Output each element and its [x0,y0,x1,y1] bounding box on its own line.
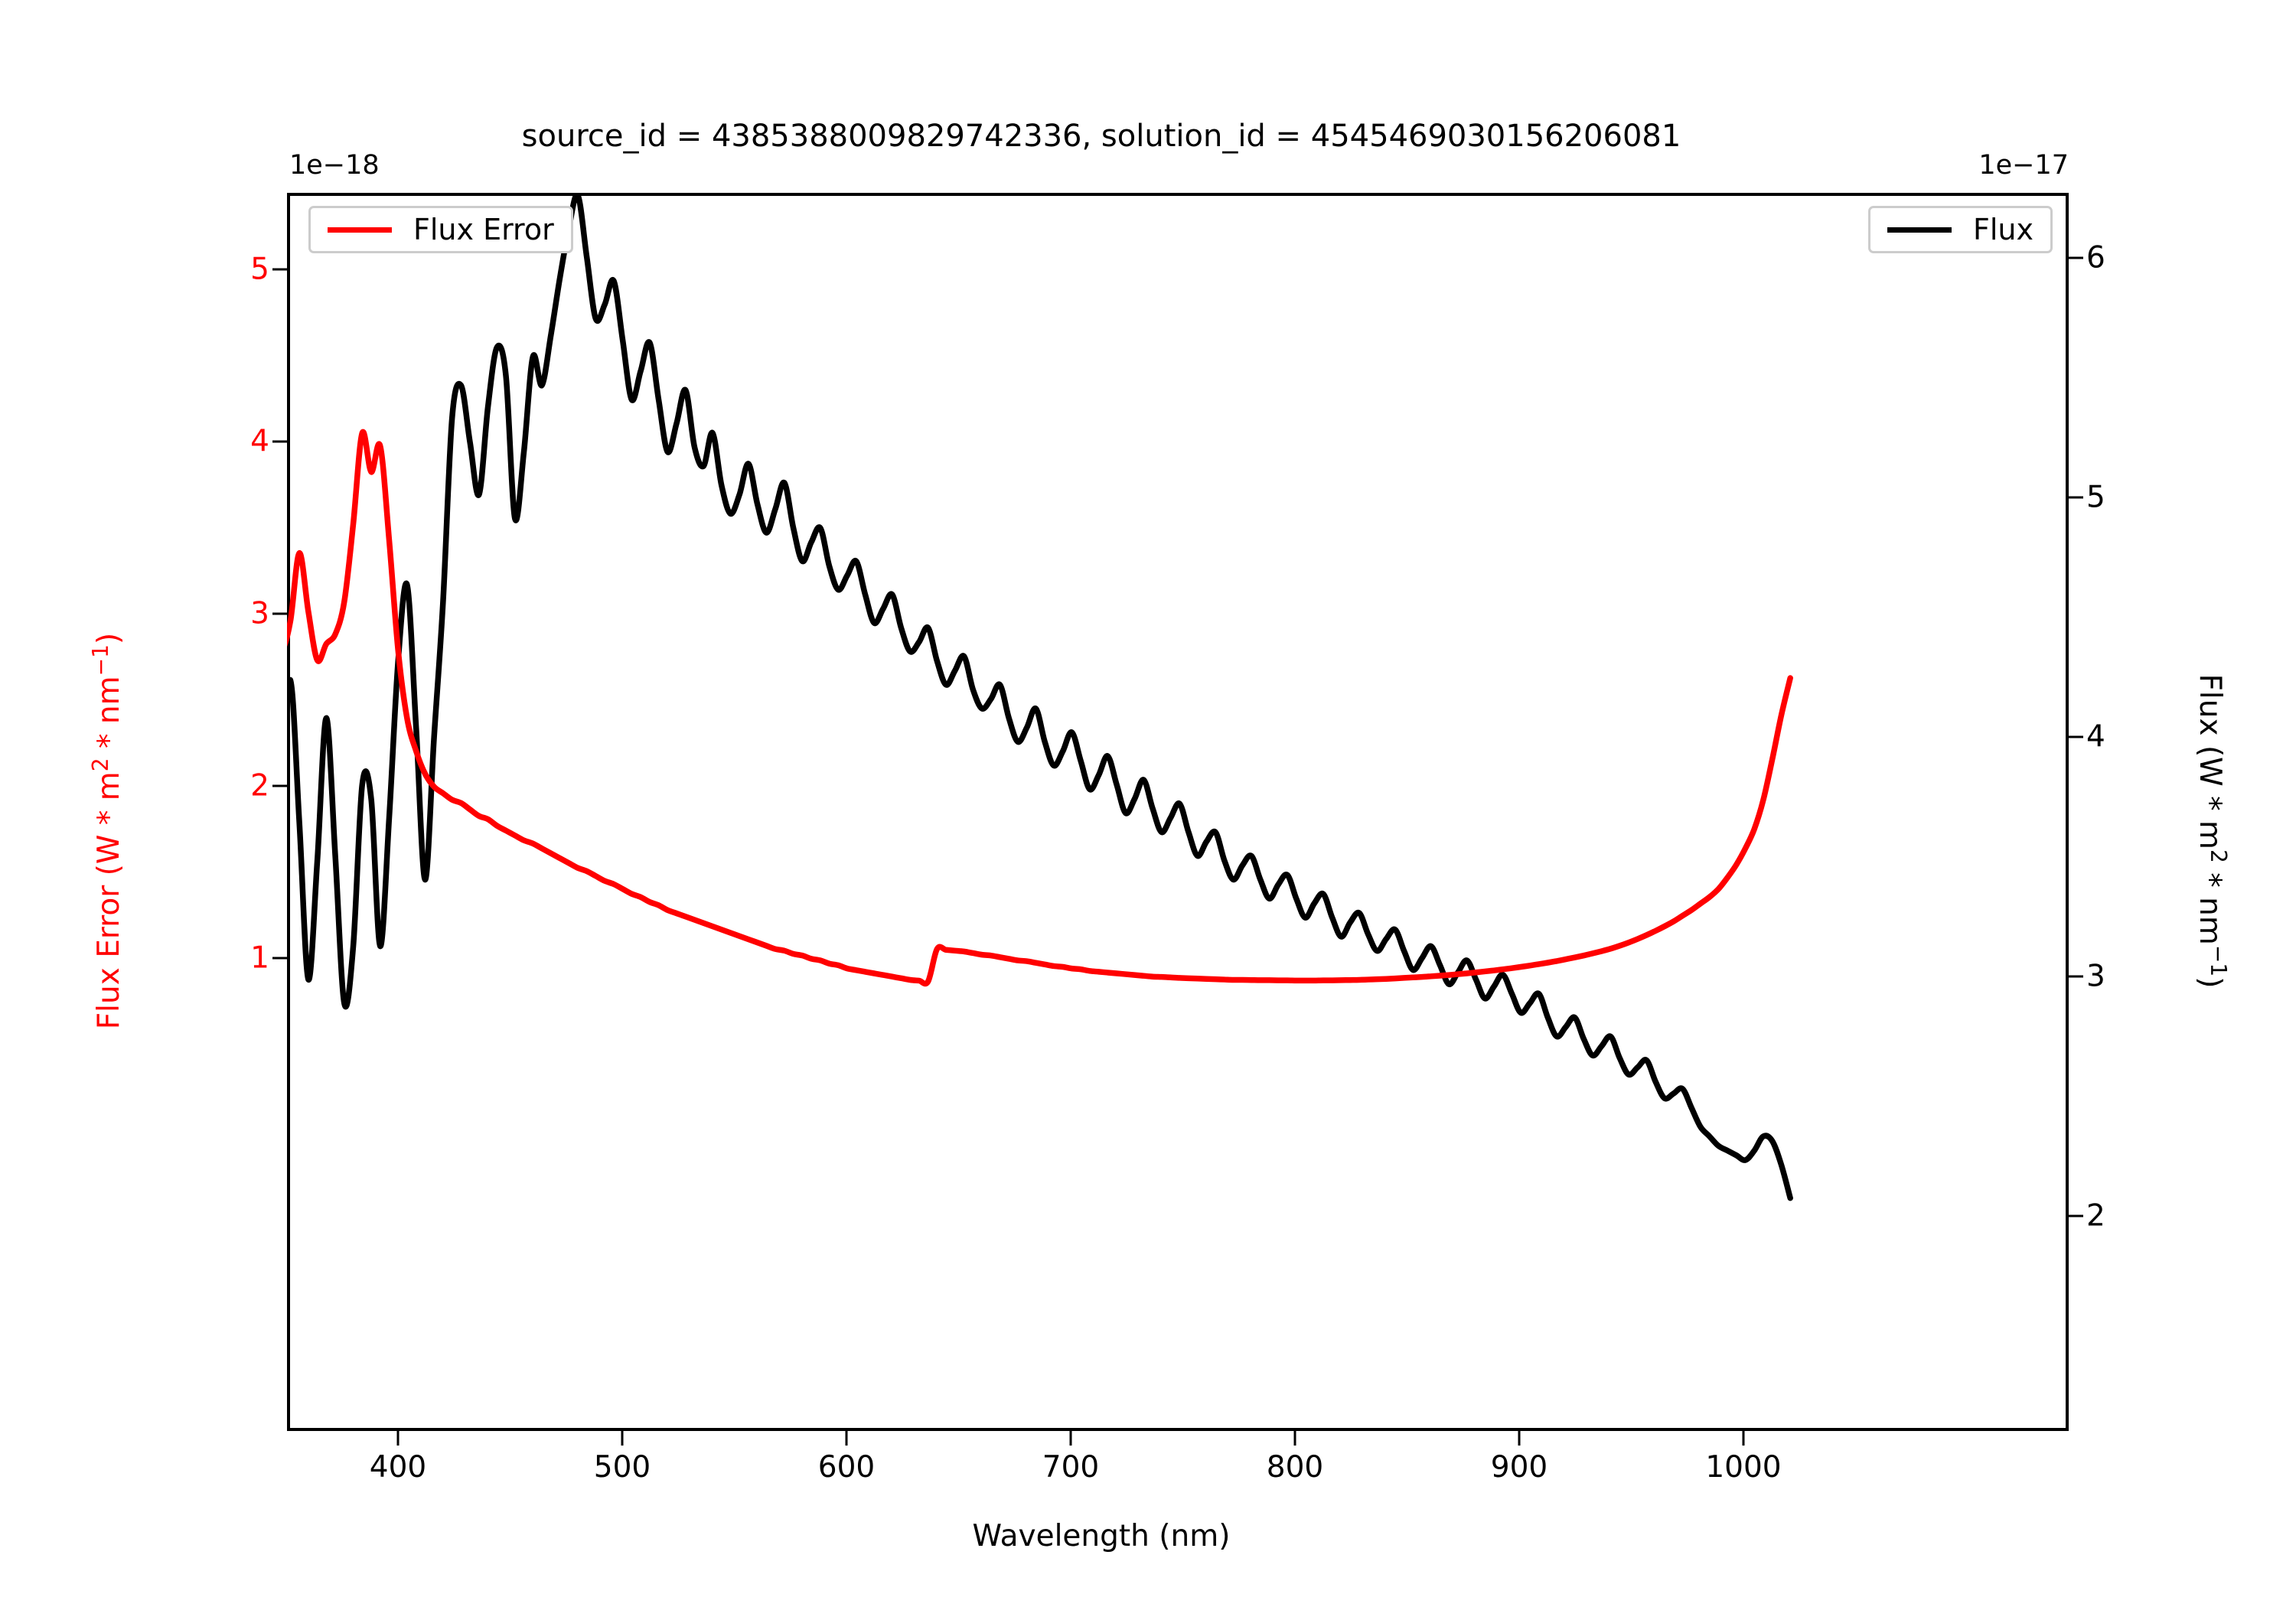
right-axis-offset-text: 1e−17 [1978,150,2069,181]
right-axis-label-prefix: Flux (W * m [2193,673,2227,850]
right-tick-mark [2069,1214,2083,1217]
right-axis-label-sup2: 2 [2206,849,2231,863]
left-tick-mark [272,957,287,960]
x-tick-mark [1293,1431,1296,1446]
right-axis-label-mid: * nm [2193,862,2227,945]
x-axis-label-text: Wavelength (nm) [972,1519,1231,1553]
legend-flux[interactable]: Flux [1868,206,2053,253]
right-axis-label: Flux (W * m2 * nm−1) [2193,295,2231,1367]
legend-flux-error[interactable]: Flux Error [308,206,573,253]
left-tick-mark [272,268,287,271]
right-axis-tick-label: 3 [2086,959,2105,994]
x-tick-mark [1518,1431,1521,1446]
right-axis-label-suffix: ) [2193,976,2227,989]
x-tick-mark [845,1431,848,1446]
left-axis-tick-label: 2 [250,768,269,804]
page-title: source_id = 4385388009829742336, solutio… [0,119,2296,154]
x-axis-tick-label: 400 [369,1450,427,1485]
x-tick-mark [1742,1431,1745,1446]
left-axis-tick-label: 1 [250,940,269,976]
left-axis-tick-label: 3 [250,596,269,631]
x-axis-tick-label: 700 [1042,1450,1100,1485]
left-axis-label-prefix: Flux Error (W * m [92,771,126,1030]
left-axis-label: Flux Error (W * m2 * nm−1) [88,295,126,1367]
left-axis-label-mid: * nm [92,676,126,758]
right-axis-label-supm1: −1 [2206,944,2231,977]
right-tick-mark [2069,256,2083,259]
right-tick-mark [2069,735,2083,738]
left-axis-offset-text: 1e−18 [289,150,380,181]
right-axis-tick-label: 2 [2086,1198,2105,1234]
flux-error-line-icon [328,227,392,233]
left-axis-label-sup2: 2 [88,758,113,772]
plot-axes-frame [287,193,2069,1431]
plot-title-text: source_id = 4385388009829742336, solutio… [521,119,1681,154]
x-axis-label: Wavelength (nm) [0,1519,2296,1553]
x-axis-tick-label: 1000 [1705,1450,1782,1485]
legend-flux-label: Flux [1973,213,2033,246]
right-axis-tick-label: 6 [2086,240,2105,275]
left-tick-mark [272,784,287,787]
legend-flux-error-label: Flux Error [413,213,554,246]
right-axis-tick-label: 5 [2086,480,2105,515]
right-tick-mark [2069,975,2083,978]
left-axis-tick-label: 5 [250,252,269,287]
left-axis-label-supm1: −1 [88,644,113,676]
flux-line-icon [1887,227,1952,233]
right-tick-mark [2069,496,2083,499]
x-axis-tick-label: 800 [1266,1450,1324,1485]
left-tick-mark [272,612,287,615]
left-axis-tick-label: 4 [250,424,269,459]
x-tick-mark [396,1431,400,1446]
x-axis-tick-label: 500 [593,1450,651,1485]
x-axis-tick-label: 900 [1490,1450,1548,1485]
x-axis-tick-label: 600 [817,1450,876,1485]
x-tick-mark [1069,1431,1072,1446]
right-axis-tick-label: 4 [2086,719,2105,755]
left-tick-mark [272,440,287,443]
x-tick-mark [621,1431,624,1446]
left-axis-label-suffix: ) [92,632,126,644]
